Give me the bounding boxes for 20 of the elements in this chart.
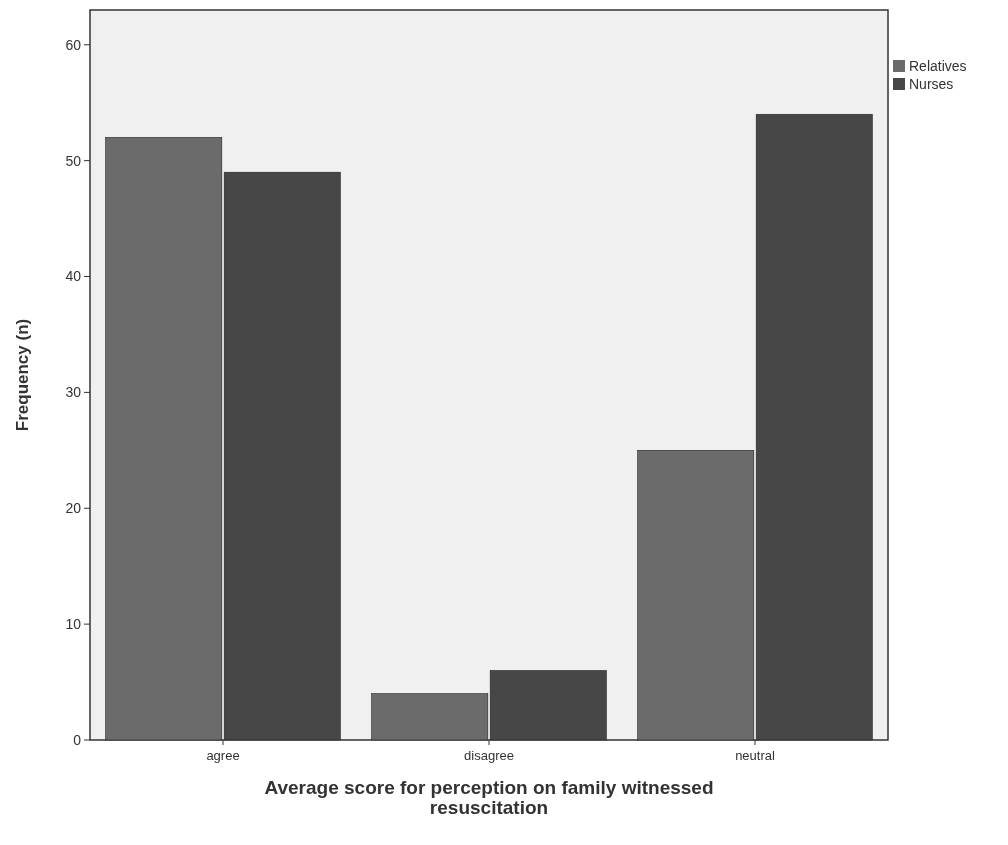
x-tick-label: disagree	[464, 748, 514, 763]
y-tick-label: 60	[65, 36, 82, 53]
y-tick-label: 0	[73, 731, 82, 748]
bar	[489, 670, 607, 741]
bar	[105, 137, 223, 741]
y-tick-label: 10	[65, 616, 82, 633]
bar	[371, 693, 489, 741]
x-tick-label: neutral	[735, 748, 775, 763]
legend-label: Nurses	[909, 76, 954, 92]
bar	[223, 171, 341, 741]
y-axis-title: Frequency (n)	[13, 318, 32, 432]
y-tick-label: 30	[65, 384, 82, 401]
x-tick-label: agree	[206, 748, 240, 763]
bar	[755, 113, 873, 741]
y-tick-label: 50	[65, 152, 82, 169]
x-axis-title: Average score for perception on family witnessed resuscitation	[263, 777, 715, 818]
y-tick-label: 40	[65, 268, 82, 285]
legend-label: Relatives	[909, 58, 967, 74]
bar	[637, 450, 755, 741]
y-tick-label: 20	[65, 500, 82, 517]
